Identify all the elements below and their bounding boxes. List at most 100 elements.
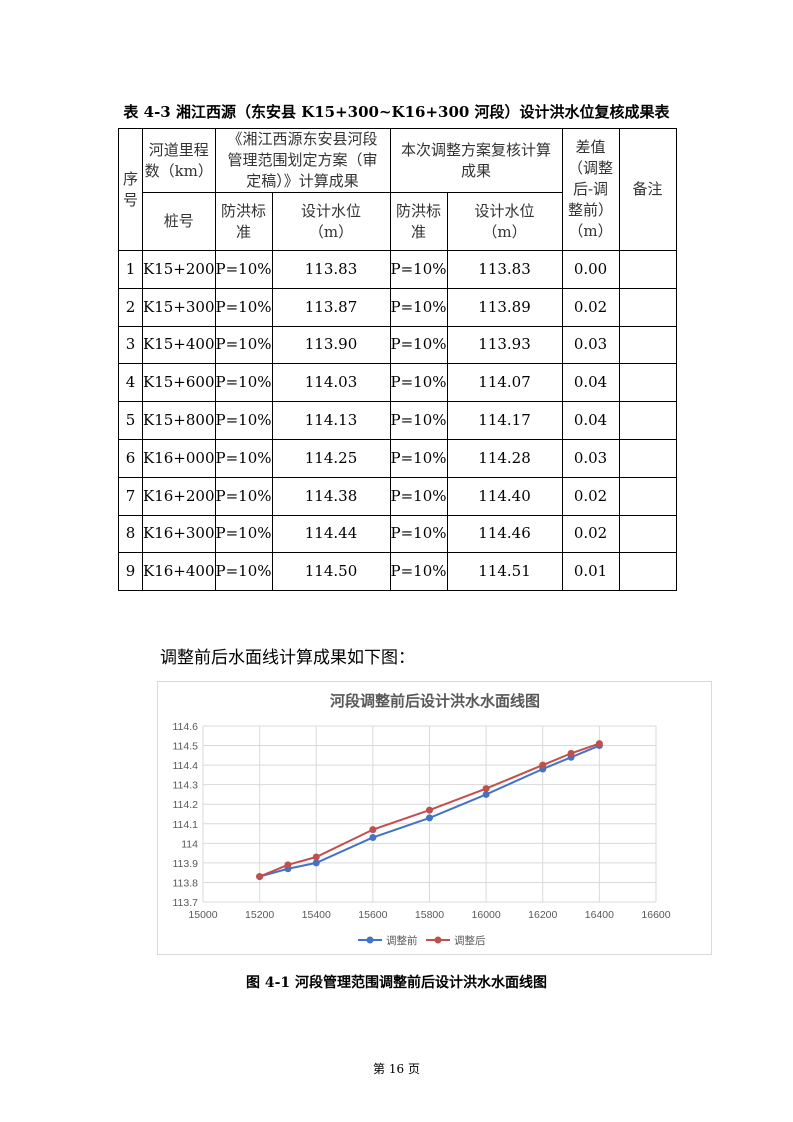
y-tick-label: 113.8 — [173, 877, 199, 889]
y-tick-label: 114.6 — [173, 721, 199, 733]
cell-level-revised: 114.17 — [446, 401, 563, 440]
cell-diff: 0.04 — [561, 401, 620, 440]
cell-level-revised: 114.51 — [446, 552, 563, 592]
data-point — [312, 853, 320, 861]
header-standard: 防洪标准 — [214, 192, 273, 251]
y-tick-label: 114.3 — [173, 780, 199, 792]
cell-remark — [618, 250, 677, 289]
cell-level-revised: 113.93 — [446, 325, 563, 365]
table-row: 4 K15+600 P=10% 114.03 P=10% 114.07 0.04 — [118, 363, 677, 403]
x-tick-label: 16200 — [528, 909, 557, 921]
cell-index: 1 — [118, 250, 143, 289]
cell-standard-revised: P=10% — [389, 325, 448, 365]
cell-station: K15+800 — [142, 401, 216, 440]
header-standard-2: 防洪标准 — [389, 192, 448, 251]
cell-diff: 0.02 — [561, 514, 620, 554]
data-point — [426, 806, 433, 814]
y-tick-label: 114.1 — [173, 819, 199, 831]
x-tick-label: 15800 — [415, 909, 444, 921]
data-point — [482, 790, 490, 798]
cell-level: 113.87 — [271, 287, 391, 327]
x-tick-label: 15000 — [188, 909, 217, 921]
cell-level: 114.50 — [271, 552, 391, 592]
table-row: 6 K16+000 P=10% 114.25 P=10% 114.28 0.03 — [118, 438, 677, 478]
x-tick-label: 15400 — [302, 909, 331, 921]
table-row: 9 K16+400 P=10% 114.50 P=10% 114.51 0.01 — [118, 552, 677, 592]
cell-level: 114.25 — [271, 438, 391, 478]
cell-diff: 0.02 — [561, 476, 620, 516]
cell-standard-revised: P=10% — [389, 401, 448, 440]
cell-remark — [618, 552, 677, 592]
water-surface-chart: 河段调整前后设计洪水水面线图 113.7 113.8 113.9 114 114.1 11… — [157, 681, 712, 955]
cell-station: K16+300 — [142, 514, 216, 554]
y-tick-label: 114.5 — [173, 741, 199, 753]
cell-station: K16+200 — [142, 476, 216, 516]
table-row: 1 K15+200 P=10% 113.83 P=10% 113.83 0.00 — [118, 250, 677, 289]
table-row: 5 K15+800 P=10% 114.13 P=10% 114.17 0.04 — [118, 401, 677, 440]
chart-title: 河段调整前后设计洪水水面线图 — [330, 692, 540, 710]
header-diff: 差值（调整后-调整前）（m） — [561, 128, 620, 251]
cell-level-revised: 114.07 — [446, 363, 563, 403]
cell-station: K15+600 — [142, 363, 216, 403]
x-tick-label: 15600 — [358, 909, 387, 921]
cell-diff: 0.03 — [561, 438, 620, 478]
chart-svg: 河段调整前后设计洪水水面线图 113.7 113.8 113.9 114 114.1 11… — [173, 692, 671, 947]
data-point — [426, 814, 433, 822]
cell-station: K15+300 — [142, 287, 216, 327]
cell-level-revised: 114.40 — [446, 476, 563, 516]
cell-station: K16+400 — [142, 552, 216, 592]
y-tick-label: 114.2 — [173, 799, 199, 811]
header-station: 桩号 — [142, 192, 216, 251]
cell-standard-revised: P=10% — [389, 514, 448, 554]
cell-station: K15+200 — [142, 250, 216, 289]
cell-index: 9 — [118, 552, 143, 592]
cell-standard-revised: P=10% — [389, 438, 448, 478]
header-level: 设计水位（m） — [271, 192, 391, 251]
cell-standard-revised: P=10% — [389, 250, 448, 289]
header-original: 《湘江西源东安县河段管理范围划定方案（审定稿）》计算成果 — [214, 128, 391, 193]
cell-level-revised: 113.89 — [446, 287, 563, 327]
cell-level-revised: 113.83 — [446, 250, 563, 289]
y-tick-label: 113.7 — [173, 897, 199, 909]
cell-standard: P=10% — [214, 514, 273, 554]
data-point — [312, 859, 320, 867]
data-point — [256, 873, 264, 881]
cell-level: 114.38 — [271, 476, 391, 516]
header-index: 序号 — [118, 128, 143, 251]
cell-standard: P=10% — [214, 325, 273, 365]
y-tick-label: 114.4 — [173, 760, 199, 772]
cell-level-revised: 114.46 — [446, 514, 563, 554]
cell-level: 114.03 — [271, 363, 391, 403]
cell-index: 2 — [118, 287, 143, 327]
x-tick-label: 16600 — [641, 909, 670, 921]
cell-standard-revised: P=10% — [389, 476, 448, 516]
cell-index: 5 — [118, 401, 143, 440]
x-tick-label: 16000 — [472, 909, 501, 921]
cell-index: 4 — [118, 363, 143, 403]
figure-caption: 图 4-1 河段管理范围调整前后设计洪水水面线图 — [245, 975, 548, 991]
cell-station: K16+000 — [142, 438, 216, 478]
header-mileage: 河道里程数（km） — [142, 128, 216, 193]
cell-diff: 0.01 — [561, 552, 620, 592]
cell-station: K15+400 — [142, 325, 216, 365]
cell-diff: 0.03 — [561, 325, 620, 365]
cell-remark — [618, 438, 677, 478]
data-point — [539, 761, 547, 769]
data-point — [369, 826, 377, 834]
data-point — [369, 833, 377, 841]
legend-marker — [434, 936, 442, 944]
cell-standard: P=10% — [214, 250, 273, 289]
legend-marker — [366, 936, 374, 944]
data-point — [567, 749, 575, 757]
data-point — [284, 861, 292, 869]
cell-standard: P=10% — [214, 438, 273, 478]
table-caption: 表 4-3 湘江西源（东安县 K15+300~K16+300 河段）设计洪水位复… — [123, 103, 670, 121]
cell-level: 113.83 — [271, 250, 391, 289]
legend-label: 调整后 — [454, 934, 486, 947]
cell-remark — [618, 514, 677, 554]
cell-remark — [618, 287, 677, 327]
cell-remark — [618, 363, 677, 403]
table-row: 3 K15+400 P=10% 113.90 P=10% 113.93 0.03 — [118, 325, 677, 365]
cell-level-revised: 114.28 — [446, 438, 563, 478]
